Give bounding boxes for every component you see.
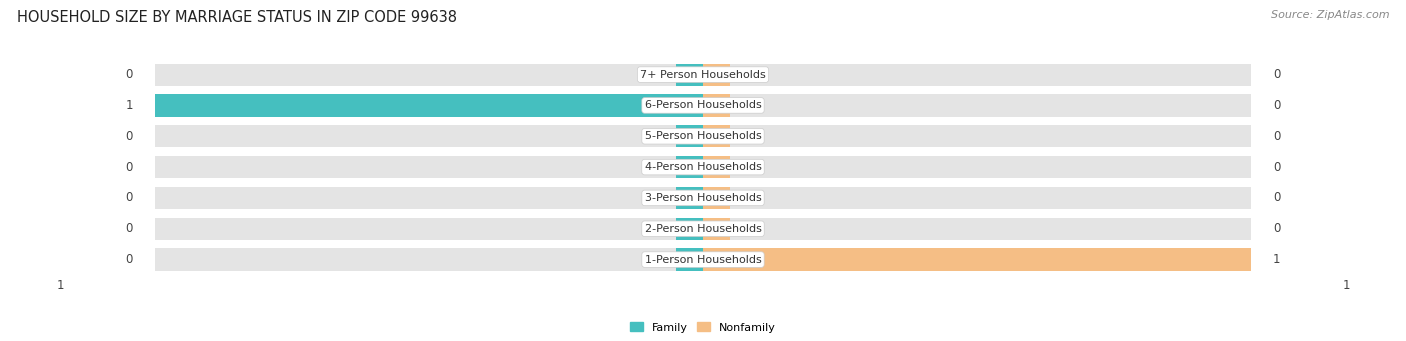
- Text: 0: 0: [125, 161, 134, 174]
- Text: 0: 0: [125, 68, 134, 81]
- Text: 0: 0: [125, 130, 134, 143]
- Text: 1: 1: [56, 279, 63, 292]
- Text: 0: 0: [125, 222, 134, 235]
- Bar: [676, 63, 703, 86]
- Bar: [155, 187, 703, 209]
- Text: 7+ Person Households: 7+ Person Households: [640, 70, 766, 79]
- Bar: [703, 218, 1251, 240]
- Bar: [703, 63, 730, 86]
- Bar: [703, 156, 730, 178]
- Bar: [155, 125, 703, 147]
- Bar: [703, 94, 1251, 117]
- Bar: [676, 249, 703, 271]
- Text: 0: 0: [1272, 68, 1281, 81]
- Bar: [703, 125, 1251, 147]
- Text: 6-Person Households: 6-Person Households: [644, 101, 762, 110]
- Bar: [703, 156, 1251, 178]
- Text: 0: 0: [1272, 191, 1281, 204]
- Bar: [703, 249, 1251, 271]
- Text: 1-Person Households: 1-Person Households: [644, 255, 762, 265]
- Bar: [703, 187, 1251, 209]
- Text: 0: 0: [1272, 99, 1281, 112]
- Text: 2-Person Households: 2-Person Households: [644, 224, 762, 234]
- Legend: Family, Nonfamily: Family, Nonfamily: [626, 318, 780, 337]
- Text: 0: 0: [1272, 161, 1281, 174]
- Text: Source: ZipAtlas.com: Source: ZipAtlas.com: [1271, 10, 1389, 20]
- Bar: [676, 125, 703, 147]
- Bar: [703, 125, 730, 147]
- Text: HOUSEHOLD SIZE BY MARRIAGE STATUS IN ZIP CODE 99638: HOUSEHOLD SIZE BY MARRIAGE STATUS IN ZIP…: [17, 10, 457, 25]
- Bar: [703, 94, 730, 117]
- Text: 5-Person Households: 5-Person Households: [644, 131, 762, 141]
- Bar: [155, 156, 703, 178]
- Text: 3-Person Households: 3-Person Households: [644, 193, 762, 203]
- Text: 0: 0: [125, 253, 134, 266]
- Bar: [703, 249, 1251, 271]
- Text: 4-Person Households: 4-Person Households: [644, 162, 762, 172]
- Text: 1: 1: [125, 99, 134, 112]
- Bar: [676, 156, 703, 178]
- Bar: [155, 94, 703, 117]
- Bar: [155, 94, 703, 117]
- Bar: [676, 218, 703, 240]
- Text: 1: 1: [1343, 279, 1350, 292]
- Text: 0: 0: [125, 191, 134, 204]
- Text: 1: 1: [1272, 253, 1281, 266]
- Bar: [676, 187, 703, 209]
- Text: 0: 0: [1272, 130, 1281, 143]
- Bar: [155, 249, 703, 271]
- Bar: [155, 63, 703, 86]
- Bar: [155, 218, 703, 240]
- Bar: [703, 218, 730, 240]
- Bar: [703, 63, 1251, 86]
- Bar: [703, 187, 730, 209]
- Text: 0: 0: [1272, 222, 1281, 235]
